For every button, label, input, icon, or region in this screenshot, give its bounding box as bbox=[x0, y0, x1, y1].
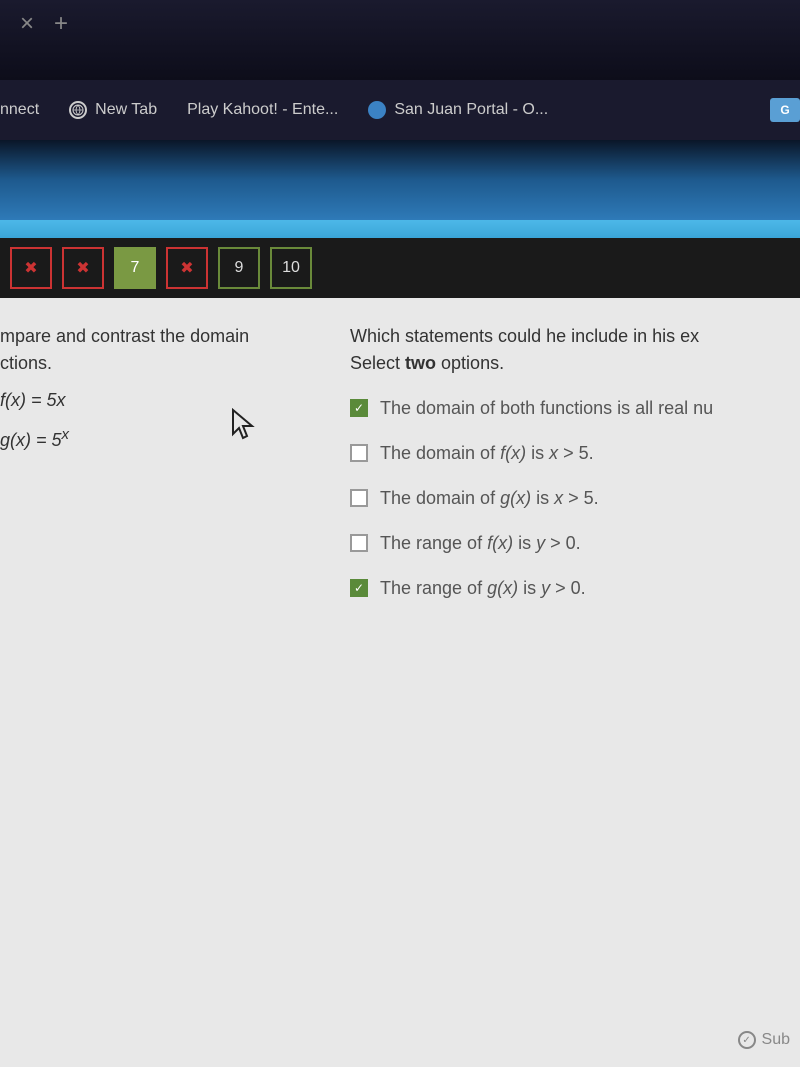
function-g: g(x) = 5x bbox=[0, 424, 320, 454]
submit-button[interactable]: ✓ Sub bbox=[738, 1028, 790, 1052]
nav-question-8[interactable]: ✖ bbox=[166, 247, 208, 289]
browser-tab-bar: × + bbox=[0, 0, 800, 80]
checkbox-icon[interactable] bbox=[350, 489, 368, 507]
bookmark-label: New Tab bbox=[95, 101, 157, 119]
option-text: The domain of g(x) is x > 5. bbox=[380, 485, 599, 512]
prompt-text: mpare and contrast the domain bbox=[0, 323, 320, 350]
bookmark-label: nnect bbox=[0, 101, 39, 119]
nav-question-6[interactable]: ✖ bbox=[62, 247, 104, 289]
submit-label: Sub bbox=[762, 1028, 790, 1052]
close-tab-icon[interactable]: × bbox=[20, 10, 34, 38]
check-circle-icon: ✓ bbox=[738, 1031, 756, 1049]
translate-icon[interactable]: G bbox=[770, 98, 800, 122]
option-text: The range of g(x) is y > 0. bbox=[380, 575, 586, 602]
instruction-text: Select two options. bbox=[350, 350, 800, 377]
content-area: mpare and contrast the domain ctions. f(… bbox=[0, 298, 800, 1067]
instruction-text: Which statements could he include in his… bbox=[350, 323, 800, 350]
option-text: The domain of both functions is all real… bbox=[380, 395, 713, 422]
nav-question-5[interactable]: ✖ bbox=[10, 247, 52, 289]
cursor-icon bbox=[230, 408, 258, 440]
bookmark-connect[interactable]: nnect bbox=[0, 101, 39, 119]
nav-question-9[interactable]: 9 bbox=[218, 247, 260, 289]
option-4[interactable]: The range of f(x) is y > 0. bbox=[350, 530, 800, 557]
option-1[interactable]: ✓ The domain of both functions is all re… bbox=[350, 395, 800, 422]
nav-question-10[interactable]: 10 bbox=[270, 247, 312, 289]
option-text: The range of f(x) is y > 0. bbox=[380, 530, 581, 557]
checkbox-checked-icon[interactable]: ✓ bbox=[350, 579, 368, 597]
bookmark-bar: nnect New Tab Play Kahoot! - Ente... San… bbox=[0, 80, 800, 140]
option-5[interactable]: ✓ The range of g(x) is y > 0. bbox=[350, 575, 800, 602]
header-strip bbox=[0, 140, 800, 220]
globe-icon bbox=[69, 101, 87, 119]
bookmark-newtab[interactable]: New Tab bbox=[69, 101, 157, 119]
question-nav: ✖ ✖ 7 ✖ 9 10 bbox=[0, 238, 800, 298]
question-options: Which statements could he include in his… bbox=[340, 323, 800, 1067]
checkbox-icon[interactable] bbox=[350, 444, 368, 462]
prompt-text: ctions. bbox=[0, 350, 320, 377]
function-f: f(x) = 5x bbox=[0, 387, 320, 414]
new-tab-icon[interactable]: + bbox=[54, 10, 68, 38]
bookmark-label: Play Kahoot! - Ente... bbox=[187, 101, 338, 119]
bookmark-sanjuan[interactable]: San Juan Portal - O... bbox=[368, 101, 548, 119]
checkbox-checked-icon[interactable]: ✓ bbox=[350, 399, 368, 417]
option-3[interactable]: The domain of g(x) is x > 5. bbox=[350, 485, 800, 512]
checkbox-icon[interactable] bbox=[350, 534, 368, 552]
nav-question-7[interactable]: 7 bbox=[114, 247, 156, 289]
site-icon bbox=[368, 101, 386, 119]
option-2[interactable]: The domain of f(x) is x > 5. bbox=[350, 440, 800, 467]
bookmark-label: San Juan Portal - O... bbox=[394, 101, 548, 119]
translate-label: G bbox=[780, 103, 789, 117]
question-prompt-left: mpare and contrast the domain ctions. f(… bbox=[0, 323, 340, 1067]
option-text: The domain of f(x) is x > 5. bbox=[380, 440, 594, 467]
accent-strip bbox=[0, 220, 800, 238]
bookmark-kahoot[interactable]: Play Kahoot! - Ente... bbox=[187, 101, 338, 119]
